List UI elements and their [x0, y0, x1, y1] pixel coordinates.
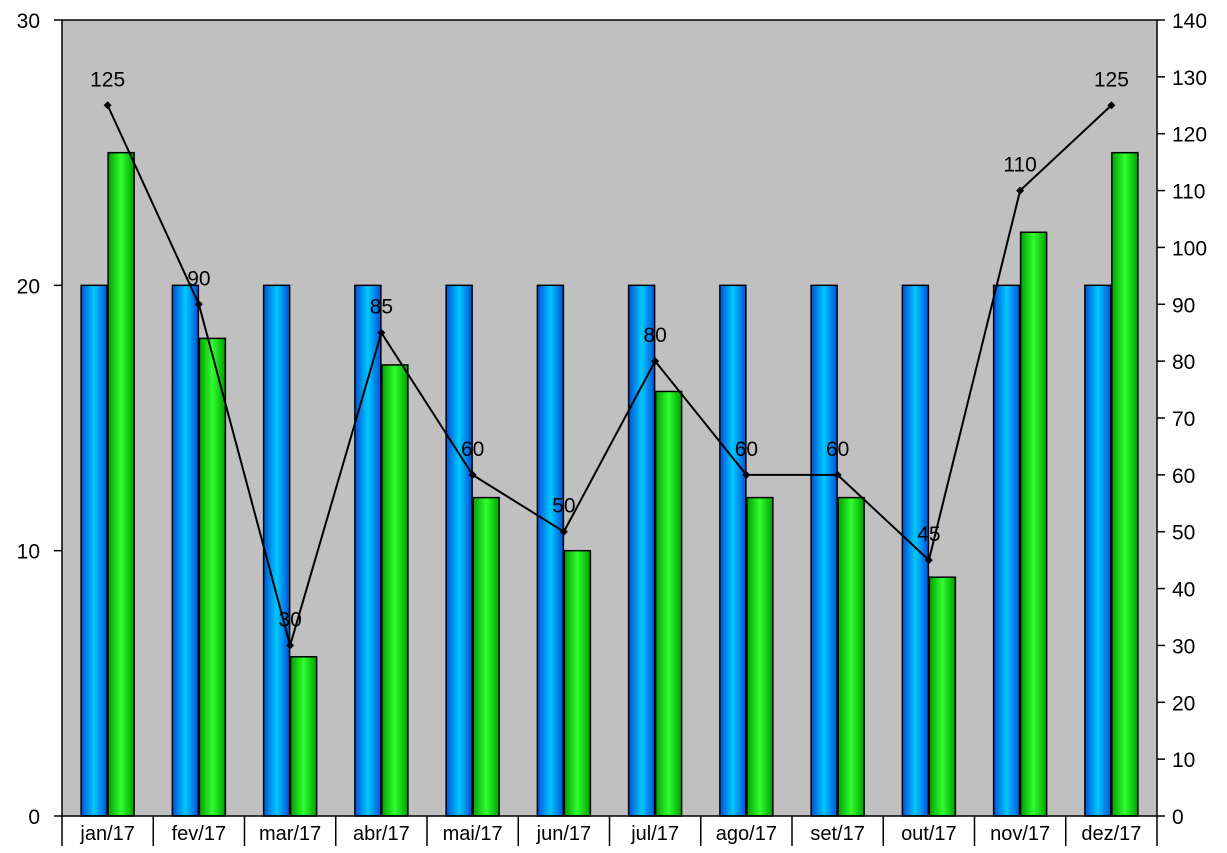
category-label-out/17: out/17 [901, 823, 957, 845]
line-series [106, 104, 1113, 650]
bar-series1-mai/17 [445, 284, 473, 817]
category-label-fev/17: fev/17 [172, 823, 226, 845]
right-tick-label-10: 10 [1172, 749, 1195, 772]
right-tick-label-130: 130 [1172, 67, 1207, 90]
right-tick-label-110: 110 [1172, 181, 1205, 204]
line-point-mai/17 [468, 470, 477, 479]
bar-series2-mar/17 [289, 656, 318, 817]
line-data-label-set/17: 60 [826, 438, 849, 461]
category-label-mai/17: mai/17 [443, 823, 503, 845]
category-label-mar/17: mar/17 [259, 823, 321, 845]
bar-series2-jul/17 [654, 390, 683, 817]
bar-series1-out/17 [901, 284, 930, 817]
right-tick-label-20: 20 [1172, 692, 1195, 715]
bar-series2-out/17 [928, 576, 957, 817]
category-label-dez/17: dez/17 [1081, 823, 1141, 845]
line-layer: 125 90 30 85 60 50 80 60 60 45 110 125 [90, 68, 1129, 650]
bar-series1-dez/17 [1084, 284, 1112, 817]
line-data-label-fev/17: 90 [187, 267, 210, 290]
line-data-label-mar/17: 30 [278, 608, 301, 631]
line-point-jul/17 [651, 357, 660, 366]
bar-series2-dez/17 [1111, 151, 1139, 817]
line-data-label-out/17: 45 [917, 523, 940, 546]
line-data-label-jun/17: 50 [552, 495, 575, 518]
line-point-jun/17 [559, 527, 568, 536]
bar-series1-fev/17 [171, 284, 200, 817]
left-tick-label-0: 0 [28, 806, 40, 829]
bar-series1-ago/17 [719, 284, 747, 817]
bar-series1-mar/17 [262, 284, 291, 817]
line-point-fev/17 [194, 300, 203, 309]
right-tick-label-140: 140 [1172, 10, 1207, 33]
bar-series1-jul/17 [627, 284, 656, 817]
category-label-jul/17: jul/17 [630, 823, 679, 845]
right-tick-label-80: 80 [1172, 351, 1195, 374]
line-point-mar/17 [286, 641, 295, 650]
line-point-nov/17 [1016, 186, 1025, 195]
right-tick-label-0: 0 [1172, 806, 1184, 829]
bar-series1-jun/17 [536, 284, 565, 817]
right-tick-label-90: 90 [1172, 294, 1195, 317]
category-label-ago/17: ago/17 [716, 823, 777, 845]
category-label-nov/17: nov/17 [990, 823, 1050, 845]
bar-series2-fev/17 [198, 337, 227, 817]
line-point-out/17 [924, 556, 933, 565]
line-point-set/17 [833, 470, 842, 479]
axes-layer: 0 10 20 30 0 10 20 30 40 50 60 70 80 90 100 110 120 130 14… [17, 10, 1207, 846]
line-data-label-abr/17: 85 [370, 296, 393, 319]
bar-series2-abr/17 [381, 364, 409, 817]
line-point-abr/17 [377, 328, 386, 337]
bar-series2-jun/17 [563, 549, 592, 817]
right-tick-label-120: 120 [1172, 124, 1207, 147]
line-point-dez/17 [1107, 101, 1116, 110]
right-tick-label-70: 70 [1172, 408, 1195, 431]
bar-series1-set/17 [810, 284, 838, 817]
category-label-abr/17: abr/17 [353, 823, 410, 845]
line-point-ago/17 [742, 470, 751, 479]
left-tick-label-30: 30 [17, 10, 40, 33]
bar-series2-jan/17 [107, 151, 135, 817]
category-label-set/17: set/17 [810, 823, 864, 845]
bar-series2-mai/17 [472, 496, 500, 817]
line-data-label-mai/17: 60 [461, 438, 484, 461]
right-tick-label-60: 60 [1172, 465, 1195, 488]
bar-series1-jan/17 [80, 284, 108, 817]
category-label-jun/17: jun/17 [536, 823, 592, 845]
right-tick-label-40: 40 [1172, 579, 1195, 602]
left-tick-label-20: 20 [17, 275, 40, 298]
bar-series1-abr/17 [354, 284, 382, 817]
line-data-label-jul/17: 80 [643, 324, 666, 347]
line-data-label-nov/17: 110 [1003, 154, 1036, 177]
line-point-jan/17 [103, 101, 112, 110]
bar-series2-nov/17 [1019, 231, 1048, 817]
bar-series2-set/17 [837, 496, 865, 817]
line-data-label-jan/17: 125 [90, 68, 125, 91]
right-tick-label-100: 100 [1172, 237, 1207, 260]
bar-series1-nov/17 [992, 284, 1021, 817]
line-data-label-ago/17: 60 [735, 438, 758, 461]
line-data-label-dez/17: 125 [1094, 68, 1129, 91]
right-tick-label-50: 50 [1172, 522, 1195, 545]
bars-layer [80, 151, 1139, 817]
plot-area [62, 20, 1157, 816]
category-label-jan/17: jan/17 [79, 823, 135, 845]
right-tick-label-30: 30 [1172, 635, 1195, 658]
left-tick-label-10: 10 [17, 541, 40, 564]
bar-series2-ago/17 [746, 496, 774, 817]
